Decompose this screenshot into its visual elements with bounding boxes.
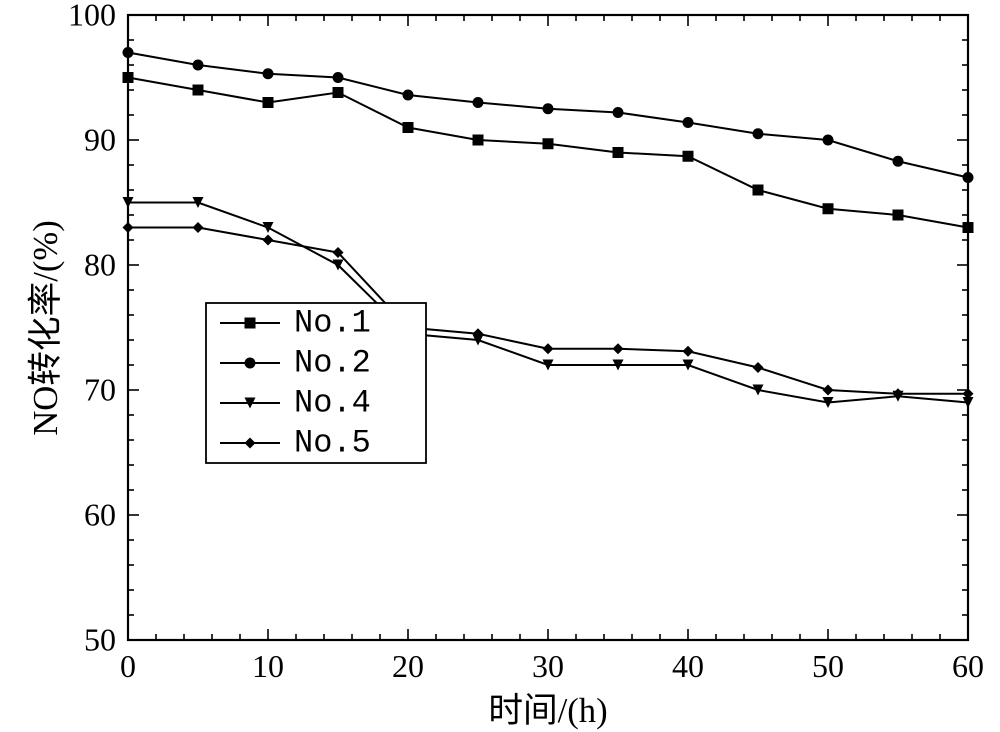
tick-label: 30 xyxy=(532,648,564,685)
series-no2 xyxy=(123,47,974,183)
tick-label: 0 xyxy=(120,648,136,685)
legend-label-no2: No.2 xyxy=(294,345,371,382)
chart-svg xyxy=(0,0,1000,723)
tick-label: 100 xyxy=(68,0,116,34)
tick-label: 80 xyxy=(84,247,116,284)
legend-label-no5: No.5 xyxy=(294,425,371,462)
line-chart: NO转化率/(%) 时间/(h) 01020304050605060708090… xyxy=(0,0,1000,723)
x-axis-title: 时间/(h) xyxy=(488,682,607,732)
series-no1 xyxy=(123,72,974,233)
tick-label: 60 xyxy=(952,648,984,685)
tick-label: 60 xyxy=(84,497,116,534)
tick-label: 50 xyxy=(84,622,116,659)
tick-label: 20 xyxy=(392,648,424,685)
tick-label: 10 xyxy=(252,648,284,685)
legend-label-no1: No.1 xyxy=(294,305,371,342)
tick-label: 70 xyxy=(84,372,116,409)
tick-label: 40 xyxy=(672,648,704,685)
tick-label: 50 xyxy=(812,648,844,685)
y-axis-title: NO转化率/(%) xyxy=(17,220,67,436)
legend-label-no4: No.4 xyxy=(294,385,371,422)
tick-label: 90 xyxy=(84,122,116,159)
